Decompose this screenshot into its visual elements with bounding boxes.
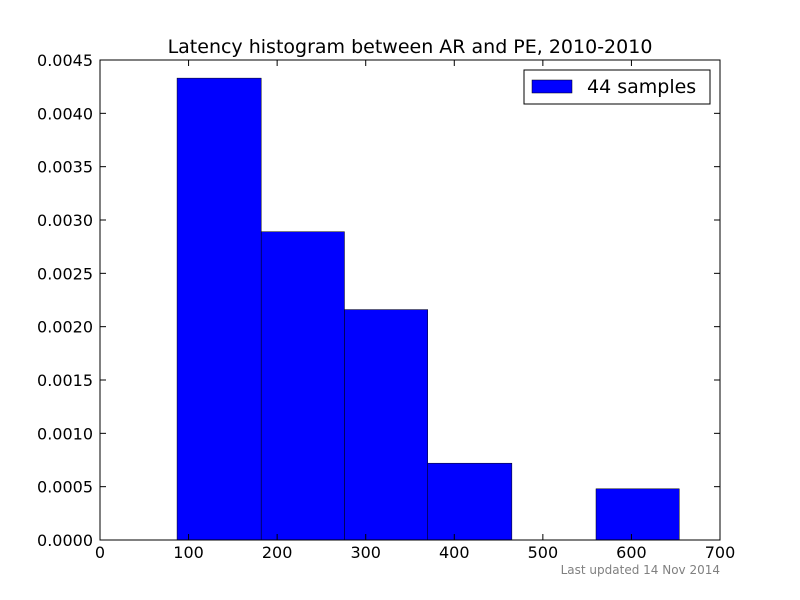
chart-title: Latency histogram between AR and PE, 201… xyxy=(168,36,653,58)
y-tick-label: 0.0020 xyxy=(37,318,93,337)
x-tick-label: 100 xyxy=(173,543,204,562)
histogram-bar xyxy=(595,488,680,541)
ticks-layer: 0 100 200 300 400 500 600 700 0.0000 0.0005 0.0010… xyxy=(37,51,735,562)
plot-frame xyxy=(99,59,721,541)
y-tick-label: 0.0010 xyxy=(37,424,93,443)
y-tick-label: 0.0045 xyxy=(37,51,93,70)
legend-swatch xyxy=(531,79,573,94)
y-tick-label: 0.0030 xyxy=(37,211,93,230)
last-updated-note: Last updated 14 Nov 2014 xyxy=(561,563,720,577)
legend: 44 samples xyxy=(523,69,711,105)
x-tick-label: 200 xyxy=(262,543,293,562)
histogram-bar xyxy=(427,462,513,541)
y-tick-label: 0.0025 xyxy=(37,264,93,283)
histogram-bar xyxy=(176,77,262,541)
y-tick-label: 0.0000 xyxy=(37,531,93,550)
histogram-bar xyxy=(344,309,428,541)
x-tick-label: 500 xyxy=(528,543,559,562)
y-tick-label: 0.0040 xyxy=(37,104,93,123)
bars-layer xyxy=(176,77,680,541)
x-tick-label: 700 xyxy=(705,543,736,562)
legend-label: 44 samples xyxy=(587,76,696,98)
histogram-bar xyxy=(260,231,345,541)
y-tick-label: 0.0015 xyxy=(37,371,93,390)
y-tick-label: 0.0035 xyxy=(37,158,93,177)
y-tick-label: 0.0005 xyxy=(37,478,93,497)
x-tick-label: 0 xyxy=(95,543,105,562)
x-tick-label: 300 xyxy=(350,543,381,562)
x-tick-label: 600 xyxy=(616,543,647,562)
x-tick-label: 400 xyxy=(439,543,470,562)
